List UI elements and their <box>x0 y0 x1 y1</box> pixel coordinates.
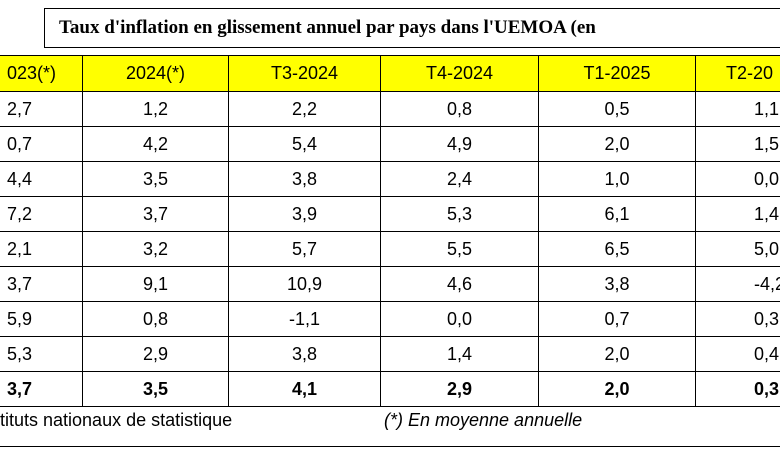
table-row: 0,7 4,2 5,4 4,9 2,0 1,5 <box>0 126 780 162</box>
table-cell: 4,4 <box>0 161 83 197</box>
table-cell: 9,1 <box>82 266 229 302</box>
table-row: 7,2 3,7 3,9 5,3 6,1 1,4 <box>0 196 780 232</box>
table-cell: 0,3 <box>695 301 780 337</box>
table-cell: 6,1 <box>538 196 696 232</box>
table-cell: 0,0 <box>380 301 539 337</box>
table-cell: 3,8 <box>538 266 696 302</box>
header-cell: T4-2024 <box>380 55 539 92</box>
table-cell: 0,3 <box>695 371 780 407</box>
table-cell: 5,0 <box>695 231 780 267</box>
table-cell: 2,2 <box>228 91 381 127</box>
table-cell: 3,2 <box>82 231 229 267</box>
table-cell: 1,4 <box>695 196 780 232</box>
header-cell: 023(*) <box>0 55 83 92</box>
table-cell: 4,2 <box>82 126 229 162</box>
table-cell: 4,6 <box>380 266 539 302</box>
table-cell: 0,0 <box>695 161 780 197</box>
table-cell: 3,7 <box>0 371 83 407</box>
table-cell: 2,4 <box>380 161 539 197</box>
table-cell: -1,1 <box>228 301 381 337</box>
header-cell: T2-20 <box>695 55 780 92</box>
table-cell: 2,1 <box>0 231 83 267</box>
table-cell: 3,7 <box>82 196 229 232</box>
header-row: 023(*) 2024(*) T3-2024 T4-2024 T1-2025 T2-20 <box>0 55 780 92</box>
table-cell: 3,5 <box>82 371 229 407</box>
table-cell: 0,8 <box>82 301 229 337</box>
table-row: 3,79,110,94,63,8-4,2 <box>0 266 780 302</box>
table-cell: 4,1 <box>228 371 381 407</box>
table-cell: 0,7 <box>538 301 696 337</box>
table-cell: 2,0 <box>538 126 696 162</box>
table-cell: 3,7 <box>0 266 83 302</box>
table-cell: 2,0 <box>538 371 696 407</box>
table-cell: 2,9 <box>380 371 539 407</box>
source-note: tituts nationaux de statistique <box>0 410 233 430</box>
table-row: 5,9 0,8 -1,1 0,0 0,7 0,3 <box>0 301 780 337</box>
table-cell: 1,5 <box>695 126 780 162</box>
table-cell: 6,5 <box>538 231 696 267</box>
table-cell: 1,2 <box>82 91 229 127</box>
header-cell: 2024(*) <box>82 55 229 92</box>
header-cell: T3-2024 <box>228 55 381 92</box>
bottom-rule <box>0 446 780 447</box>
table-cell: 5,4 <box>228 126 381 162</box>
table-cell: 5,3 <box>0 336 83 372</box>
table-cell: 1,4 <box>380 336 539 372</box>
total-row: 3,7 3,5 4,1 2,9 2,0 0,3 <box>0 371 780 407</box>
inflation-table: 023(*) 2024(*) T3-2024 T4-2024 T1-2025 T2-20 2… <box>0 55 780 407</box>
table-cell: 0,7 <box>0 126 83 162</box>
table-row: 4,4 3,5 3,8 2,4 1,0 0,0 <box>0 161 780 197</box>
table-cell: 3,8 <box>228 161 381 197</box>
table-cell: 5,3 <box>380 196 539 232</box>
table-cell: 4,9 <box>380 126 539 162</box>
table-cell: 7,2 <box>0 196 83 232</box>
table-title: Taux d'inflation en glissement annuel pa… <box>44 8 780 48</box>
footnote: (*) En moyenne annuelle <box>384 410 583 430</box>
table-cell: 10,9 <box>228 266 381 302</box>
table-row: 5,3 2,9 3,8 1,4 2,0 0,4 <box>0 336 780 372</box>
table-cell: 0,5 <box>538 91 696 127</box>
table-row: 2,1 3,2 5,7 5,5 6,5 5,0 <box>0 231 780 267</box>
table-cell: 1,1 <box>695 91 780 127</box>
table-cell: 3,9 <box>228 196 381 232</box>
table-cell: 2,0 <box>538 336 696 372</box>
table-cell: 0,8 <box>380 91 539 127</box>
table-cell: 5,7 <box>228 231 381 267</box>
table-cell: 3,8 <box>228 336 381 372</box>
table-cell: 5,9 <box>0 301 83 337</box>
table-cell: 2,9 <box>82 336 229 372</box>
table-cell: 3,5 <box>82 161 229 197</box>
table-cell: 0,4 <box>695 336 780 372</box>
table-cell: 1,0 <box>538 161 696 197</box>
table-cell: 5,5 <box>380 231 539 267</box>
table-cell: -4,2 <box>695 266 780 302</box>
table-row: 2,7 1,2 2,2 0,8 0,5 1,1 <box>0 91 780 127</box>
table-cell: 2,7 <box>0 91 83 127</box>
header-cell: T1-2025 <box>538 55 696 92</box>
